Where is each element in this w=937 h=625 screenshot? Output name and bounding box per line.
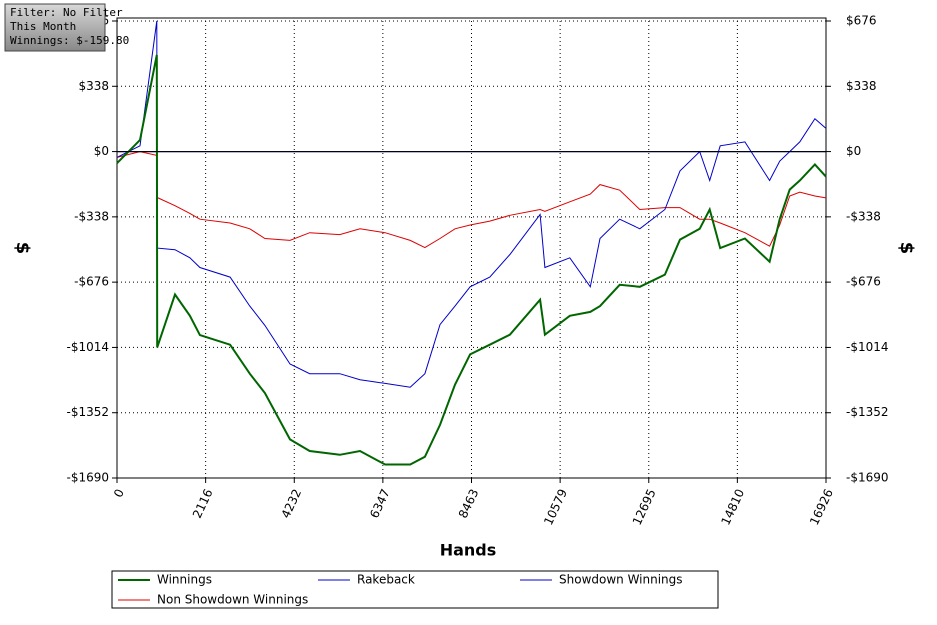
y-tick-label: $338 <box>78 79 109 93</box>
y2-tick-label: $338 <box>846 79 877 93</box>
y-tick-label: -$1014 <box>66 340 109 354</box>
filter-text: This Month <box>10 20 76 33</box>
legend-label: Non Showdown Winnings <box>157 593 308 607</box>
series-line <box>116 20 827 388</box>
legend-label: Rakeback <box>357 573 415 587</box>
y2-tick-label: -$1014 <box>846 340 889 354</box>
filter-text: Winnings: $-159.80 <box>10 34 129 47</box>
y2-tick-label: -$1690 <box>846 471 889 485</box>
legend-entries: Winnings Rakeback Showdown Winnings Non Sho… <box>118 573 683 607</box>
y-tick-label: -$338 <box>74 209 109 223</box>
y2-tick-label: -$338 <box>846 209 881 223</box>
y2-tick-label: $0 <box>846 144 861 158</box>
filter-box <box>4 3 106 52</box>
y2-axis-label: $ <box>896 242 917 255</box>
series-line <box>116 54 827 466</box>
y2-tick-label: -$1352 <box>846 405 889 419</box>
y2-tick-label: -$676 <box>846 275 881 289</box>
legend-label: Showdown Winnings <box>559 573 683 587</box>
y-tick-label: $0 <box>94 144 109 158</box>
y-tick-label: -$676 <box>74 275 109 289</box>
legend <box>111 570 719 609</box>
y-axis-label: $ <box>12 242 33 255</box>
y-tick-label: -$1352 <box>66 405 109 419</box>
y2-tick-label: $676 <box>846 14 877 28</box>
y-tick-label: -$1690 <box>66 471 109 485</box>
filter-text: Filter: No Filter <box>10 6 123 19</box>
series-line <box>116 151 827 249</box>
x-axis-label: Hands <box>440 541 497 560</box>
legend-label: Winnings <box>157 573 212 587</box>
